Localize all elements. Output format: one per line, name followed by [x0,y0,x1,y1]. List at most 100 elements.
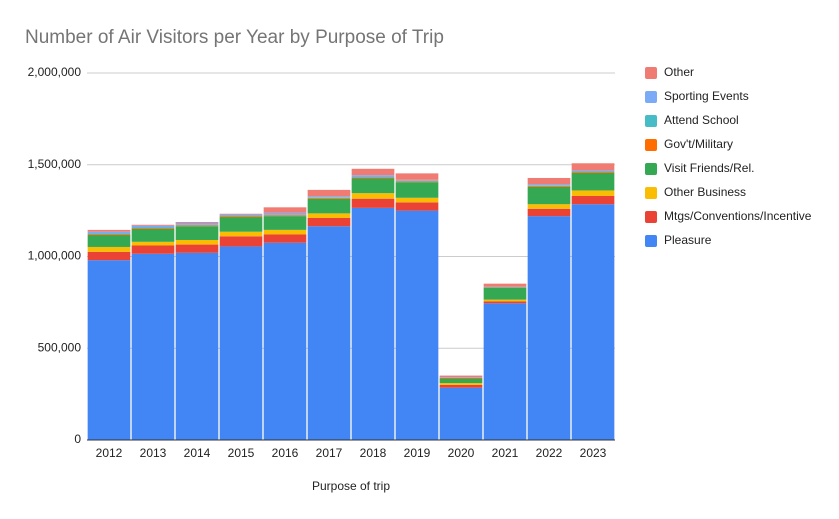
x-tick-label: 2014 [184,446,211,460]
bar-segment [439,384,483,388]
bar-segment [131,227,175,229]
bar-segment [527,185,571,186]
x-tick-label: 2021 [492,446,519,460]
x-axis-label: Purpose of trip [312,479,390,493]
legend-label: Attend School [664,113,739,127]
bar-segment [483,286,527,287]
x-tick-label: 2019 [404,446,431,460]
bar-segment [175,225,219,227]
bar-segment [219,246,263,440]
bar-segment [307,198,351,214]
bar-segment [527,216,571,440]
bar-segment [175,226,219,240]
y-tick-label: 1,500,000 [28,157,82,171]
bar-segment [175,244,219,253]
x-tick-label: 2018 [360,446,387,460]
bar-segment [571,190,615,196]
legend-label: Visit Friends/Rel. [664,161,754,175]
bar-segment [307,217,351,227]
y-tick-label: 0 [74,432,81,446]
bar-segment [263,207,307,213]
bar-segment [439,377,483,379]
x-tick-label: 2016 [272,446,299,460]
bar-segment [87,235,131,247]
bar-segment [219,214,263,216]
legend-label: Sporting Events [664,89,749,103]
bar-segment [395,179,439,181]
bar-segment [483,283,527,287]
bar-segment [87,229,131,232]
bar-segment [131,228,175,242]
x-tick-label: 2020 [448,446,475,460]
bar-segment [87,233,131,235]
bar-segment [175,224,219,226]
bar-segment [307,197,351,199]
bar-segment [175,222,219,223]
legend-swatch [645,187,657,199]
bar-segment [87,260,131,440]
bar-segment [219,236,263,247]
bar-segment [175,239,219,245]
bar-segment [571,204,615,440]
x-tick-label: 2022 [536,446,563,460]
bar-segment [263,212,307,215]
legend-label: Pleasure [664,233,712,247]
bar-segment [219,213,263,215]
bar-segment [571,173,615,191]
bar-segment [307,213,351,218]
legend-swatch [645,163,657,175]
bar-segment [351,207,395,440]
legend-label: Other [664,65,694,79]
bar-segment [307,226,351,440]
bar-segment [439,375,483,378]
legend-swatch [645,235,657,247]
x-tick-label: 2023 [580,446,607,460]
bar-segment [263,216,307,230]
bar-segment [219,231,263,237]
x-tick-label: 2013 [140,446,167,460]
bar-segment [351,198,395,208]
bar-segment [263,242,307,440]
bar-segment [263,214,307,216]
bar-segment [483,299,527,302]
bar-segment [395,173,439,180]
bar-segment [571,195,615,205]
legend-swatch [645,115,657,127]
bar-segment [395,197,439,203]
bar-segment [483,287,527,300]
bar-segment [395,182,439,198]
bar-segment [527,204,571,209]
bar-segment [483,303,527,440]
bar-segment [307,189,351,197]
bar-segment [131,253,175,440]
bar-segment [571,170,615,172]
legend-swatch [645,67,657,79]
y-tick-label: 500,000 [38,340,82,354]
bar-segment [439,378,483,384]
bar-segment [307,197,351,198]
bar-segment [351,177,395,179]
bar-segment [351,178,395,194]
chart-title: Number of Air Visitors per Year by Purpo… [25,27,444,48]
bar-segment [131,245,175,254]
bar-segment [351,168,395,176]
bar-segment [219,215,263,217]
y-tick-label: 2,000,000 [28,65,82,79]
x-tick-label: 2017 [316,446,343,460]
bar-segment [395,202,439,211]
y-tick-label: 1,000,000 [28,249,82,263]
legend-swatch [645,139,657,151]
bar-segment [395,210,439,440]
bar-segment [527,177,571,185]
bar-segment [175,252,219,440]
bar-segment [131,241,175,246]
bar-segment [439,387,483,440]
bar-segment [483,301,527,304]
bar-segment [351,177,395,178]
bar-segment [307,196,351,198]
bar-segment [571,163,615,171]
bar-segment [263,234,307,243]
bar-segment [87,234,131,236]
legend-label: Other Business [664,185,746,199]
